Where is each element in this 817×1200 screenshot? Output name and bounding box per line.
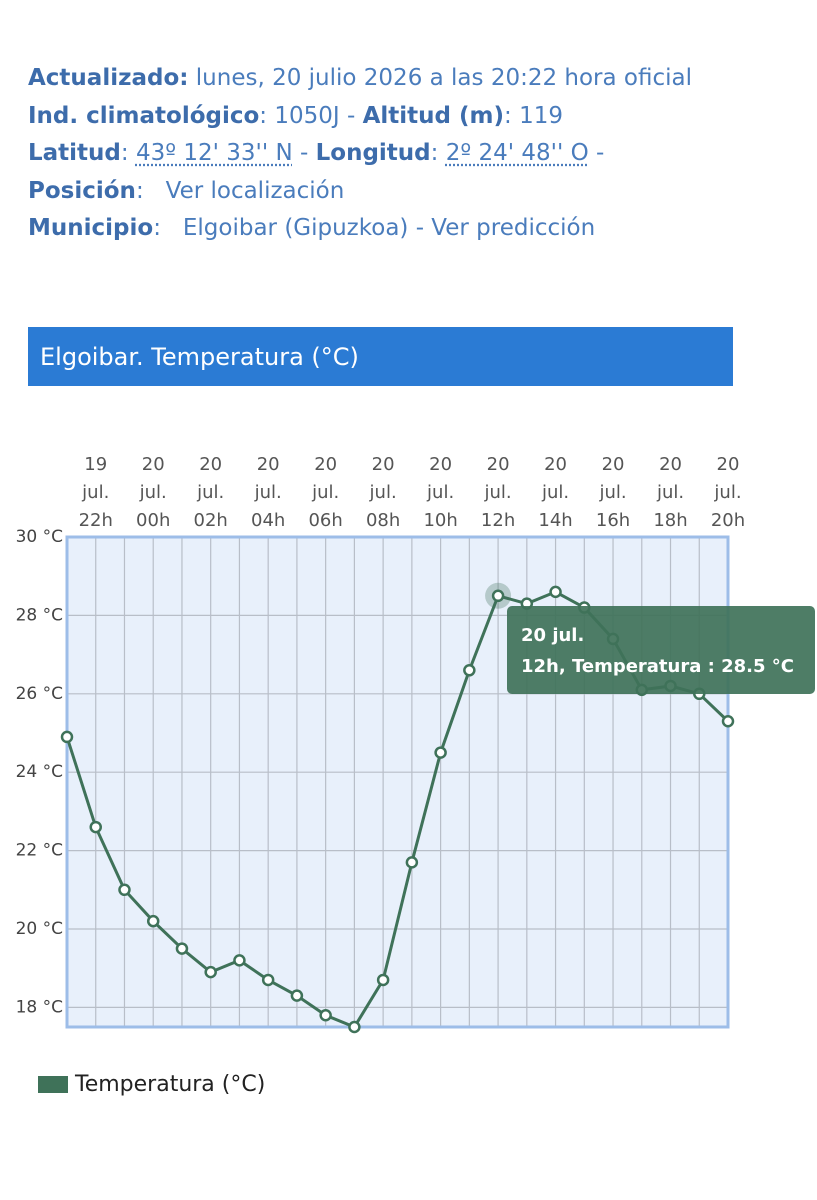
x-tick-label: jul. [541,482,569,503]
x-tick-label: jul. [426,482,454,503]
info-value: : 119 [504,102,563,129]
y-tick-label: 24 °C [16,762,63,782]
x-tick-label: jul. [484,482,512,503]
x-tick-label: 20 [717,454,740,475]
x-tick-label: 20 [372,454,395,475]
data-point [348,1020,361,1034]
x-tick-label: 20 [659,454,682,475]
plot-border [65,535,730,1029]
info-label: Posición [28,177,136,204]
info-value: : Elgoibar (Gipuzkoa) - Ver predicción [153,215,596,241]
x-tick-label: jul. [81,482,109,503]
x-tick-label: 06h [308,510,342,531]
info-value: - [588,140,605,166]
y-tick-label: 22 °C [16,841,63,861]
data-point [290,989,304,1002]
data-point [60,730,74,744]
data-point [204,965,217,979]
data-point [549,585,562,599]
x-tick-label: 10h [423,510,457,531]
x-tick-label: 20 [314,454,337,475]
data-point [319,1008,332,1022]
x-tick-label: 02h [194,510,228,531]
y-tick-label: 18 °C [16,997,63,1017]
tooltip-box [507,606,815,694]
y-tick-label: 20 °C [16,919,63,939]
data-point [261,973,275,987]
x-tick-label: 20 [199,454,222,475]
x-tick-label: jul. [598,482,626,503]
info-row: Latitud: 43º 12' 33'' N - Longitud: 2º 2… [28,135,692,173]
x-tick-label: 18h [653,510,687,531]
x-tick-label: 00h [136,510,170,531]
info-value: - [292,140,316,166]
x-tick-label: jul. [254,482,282,503]
tooltip-text: 20 jul. [521,625,584,646]
data-point [463,664,476,677]
info-link[interactable]: 43º 12' 33'' N [135,140,293,166]
x-tick-label: 20 [602,454,625,475]
info-row: Municipio: Elgoibar (Gipuzkoa) - Ver pre… [28,210,692,248]
info-value: : [120,140,136,166]
station-info: Actualizado: lunes, 20 julio 2026 a las … [28,60,692,248]
info-value: : [430,140,446,166]
y-tick-label: 28 °C [16,605,63,625]
x-tick-label: 20 [429,454,452,475]
data-point [146,914,160,928]
y-tick-label: 30 °C [16,527,63,547]
info-label: Ind. climatológico [28,102,260,129]
x-tick-label: 20 [257,454,280,475]
info-label: Longitud [315,140,431,166]
info-label: Altitud (m) [362,102,505,129]
x-tick-label: 14h [538,510,572,531]
title-bar [28,327,733,386]
x-tick-label: 16h [596,510,630,531]
data-point [434,746,447,759]
x-tick-label: 20 [142,454,165,475]
x-tick-label: 22h [79,510,113,531]
x-tick-label: 20 [487,454,510,475]
x-tick-label: jul. [196,482,224,503]
tooltip-text: 12h, Temperatura : 28.5 °C [521,656,794,677]
data-point [376,973,390,987]
legend-swatch [38,1076,68,1093]
info-row: Actualizado: lunes, 20 julio 2026 a las … [28,60,692,98]
x-tick-label: 19 [84,454,107,475]
x-tick-label: 12h [481,510,515,531]
x-tick-label: jul. [656,482,684,503]
x-tick-label: jul. [139,482,167,503]
x-tick-label: 20h [711,510,745,531]
chart-title: Elgoibar. Temperatura (°C) [40,343,359,371]
info-value: : Ver localización [135,177,345,204]
y-tick-label: 26 °C [16,684,63,704]
data-point [721,714,735,728]
data-point [89,820,102,834]
x-tick-label: jul. [311,482,339,503]
info-row: Ind. climatológico: 1050J - Altitud (m):… [28,98,692,136]
data-point [118,883,131,897]
data-point [405,856,419,869]
x-tick-label: 04h [251,510,285,531]
data-point [233,954,246,967]
info-value: lunes, 20 julio 2026 a las 20:22 hora of… [188,65,692,91]
info-label: Municipio [28,215,154,241]
x-tick-label: jul. [369,482,397,503]
x-tick-label: jul. [713,482,741,503]
info-row: Posición: Ver localización [28,173,692,211]
info-value: : 1050J - [259,102,363,129]
data-point [491,589,505,603]
x-tick-label: 20 [544,454,567,475]
data-point [175,942,189,955]
info-link[interactable]: 2º 24' 48'' O [445,140,589,166]
info-label: Actualizado: [28,65,189,91]
legend-label: Temperatura (°C) [74,1072,265,1097]
info-label: Latitud [28,140,121,166]
x-tick-label: 08h [366,510,400,531]
